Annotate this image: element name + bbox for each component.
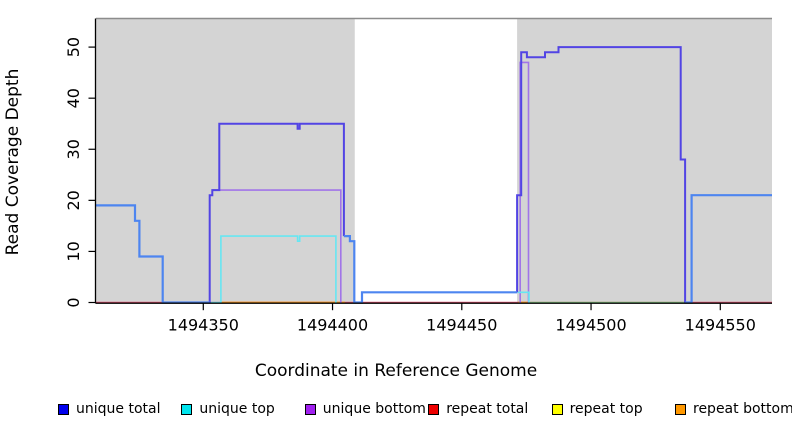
legend-swatch bbox=[551, 403, 563, 415]
series-unique-total-dark bbox=[516, 46, 687, 303]
y-tick-label: 0 bbox=[64, 297, 83, 307]
x-tick-label: 1494350 bbox=[168, 316, 239, 335]
legend-item-repeat-top: repeat top bbox=[551, 399, 643, 419]
series-unique-bottom bbox=[212, 189, 342, 303]
legend-label: unique total bbox=[76, 401, 161, 417]
series-unique-top bbox=[209, 235, 337, 304]
masked-region-right bbox=[517, 18, 772, 303]
legend-item-unique-total: unique total bbox=[58, 399, 160, 419]
legend-swatch bbox=[428, 403, 440, 415]
x-tick-label: 1494500 bbox=[555, 316, 626, 335]
y-axis-title: Read Coverage Depth bbox=[3, 68, 23, 256]
masked-region-left bbox=[96, 18, 355, 303]
legend-label: repeat top bbox=[569, 401, 643, 417]
y-tick-label: 40 bbox=[64, 88, 83, 108]
legend-label: repeat bottom bbox=[693, 401, 792, 417]
y-tick-label: 10 bbox=[64, 241, 83, 261]
y-tick-label: 50 bbox=[64, 37, 83, 57]
series-unique-total-bright bbox=[96, 204, 210, 304]
legend-item-unique-top: unique top bbox=[181, 399, 275, 419]
series-unique-total-bright bbox=[685, 194, 772, 304]
legend-item-repeat-bottom: repeat bottom bbox=[675, 399, 792, 419]
x-axis-title: Coordinate in Reference Genome bbox=[254, 361, 538, 381]
legend-label: unique top bbox=[199, 401, 275, 417]
series-unique-total-dark bbox=[208, 122, 345, 303]
x-tick-label: 1494400 bbox=[297, 316, 368, 335]
legend-label: repeat total bbox=[446, 401, 529, 417]
legend-label: unique bottom bbox=[322, 401, 426, 417]
legend-item-unique-bottom: unique bottom bbox=[304, 399, 426, 419]
series-unique-total-bright bbox=[343, 235, 518, 304]
legend-swatch bbox=[58, 403, 69, 415]
x-tick-label: 1494450 bbox=[426, 316, 497, 335]
legend-swatch bbox=[675, 403, 686, 415]
x-tick-label: 1494550 bbox=[685, 316, 756, 335]
y-tick-label: 30 bbox=[64, 139, 83, 159]
legend-swatch bbox=[304, 403, 316, 415]
y-tick-label: 20 bbox=[64, 190, 83, 210]
series-unique-top bbox=[517, 291, 530, 303]
legend-swatch bbox=[181, 403, 193, 415]
legend-item-repeat-total: repeat total bbox=[428, 399, 528, 419]
